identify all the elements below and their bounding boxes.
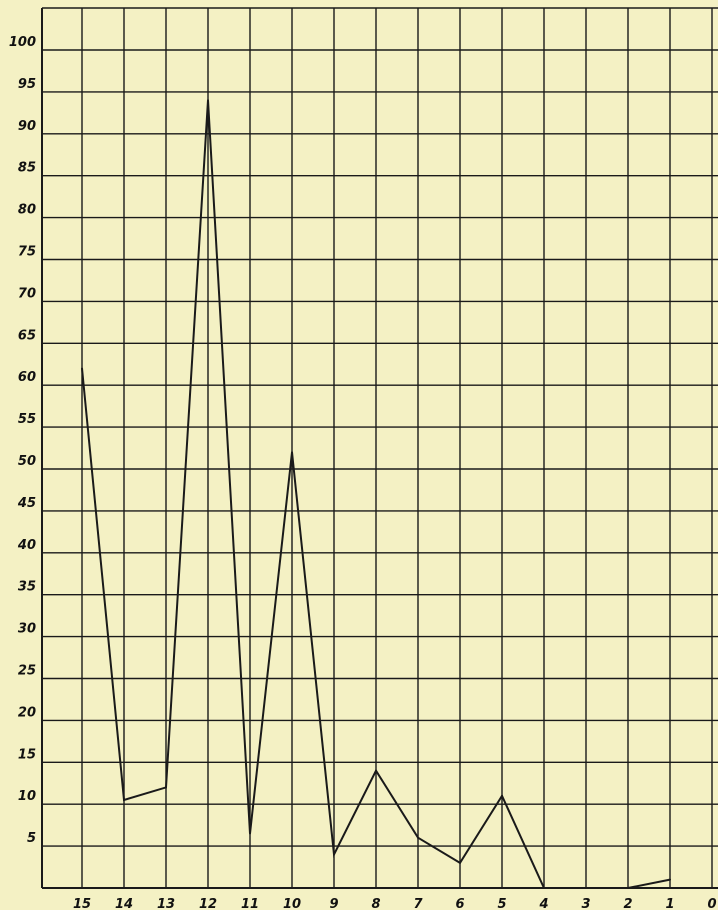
data-point	[543, 887, 545, 889]
y-tick-label: 35	[18, 580, 36, 595]
y-tick-label: 5	[27, 831, 36, 846]
y-tick-label: 15	[18, 747, 36, 762]
data-point	[375, 769, 377, 772]
data-point	[291, 451, 293, 454]
data-point	[123, 799, 125, 802]
x-tick-label: 13	[157, 897, 175, 910]
x-tick-label: 14	[115, 897, 133, 910]
y-tick-label: 20	[18, 705, 36, 720]
data-point	[669, 878, 671, 881]
x-tick-label: 1	[665, 897, 674, 910]
y-tick-label: 80	[18, 203, 36, 218]
y-tick-label: 90	[18, 119, 36, 134]
y-tick-label: 40	[17, 538, 36, 553]
y-tick-label: 50	[18, 454, 36, 469]
data-point	[501, 794, 503, 797]
x-tick-label: 6	[455, 897, 464, 910]
data-point	[585, 887, 587, 889]
y-tick-label: 75	[18, 245, 36, 260]
x-tick-label: 11	[241, 897, 259, 910]
data-point	[249, 832, 251, 835]
x-tick-label: 15	[73, 897, 91, 910]
series-layer	[81, 99, 671, 889]
x-tick-label: 9	[329, 897, 338, 910]
x-tick-label: 5	[497, 897, 506, 910]
x-tick-label: 4	[538, 897, 548, 910]
y-tick-label: 10	[18, 789, 36, 804]
x-tick-label: 3	[581, 897, 590, 910]
x-tick-label: 10	[283, 897, 301, 910]
y-tick-label: 65	[18, 328, 36, 343]
y-tick-label: 70	[18, 286, 36, 301]
data-point	[165, 786, 167, 789]
data-point	[627, 887, 629, 889]
data-point	[333, 853, 335, 856]
x-axis-tick-labels: 15 14 13 12 11 10 9 8 7 6 5 4 3 2 1 0	[73, 897, 717, 910]
y-tick-label: 30	[18, 622, 36, 637]
data-point	[459, 861, 461, 864]
x-tick-label: 12	[199, 897, 217, 910]
data-point	[81, 367, 83, 370]
y-tick-label: 85	[18, 161, 36, 176]
y-axis-tick-labels: 5 10 15 20 25 30 35 40 45 50 55 60 65 70 75 80 85 90 95 100	[9, 35, 36, 846]
grid	[41, 7, 718, 889]
y-tick-label: 55	[18, 412, 36, 427]
x-tick-label: 2	[623, 897, 632, 910]
y-tick-label: 60	[18, 370, 36, 385]
x-tick-label: 0	[707, 897, 716, 910]
y-tick-label: 45	[17, 496, 36, 511]
y-tick-label: 25	[18, 664, 36, 679]
x-tick-label: 8	[371, 897, 380, 910]
data-point	[417, 836, 419, 839]
y-tick-label: 100	[9, 35, 36, 50]
y-tick-label: 95	[18, 77, 36, 92]
x-tick-label: 7	[413, 897, 423, 910]
data-point	[207, 99, 209, 102]
